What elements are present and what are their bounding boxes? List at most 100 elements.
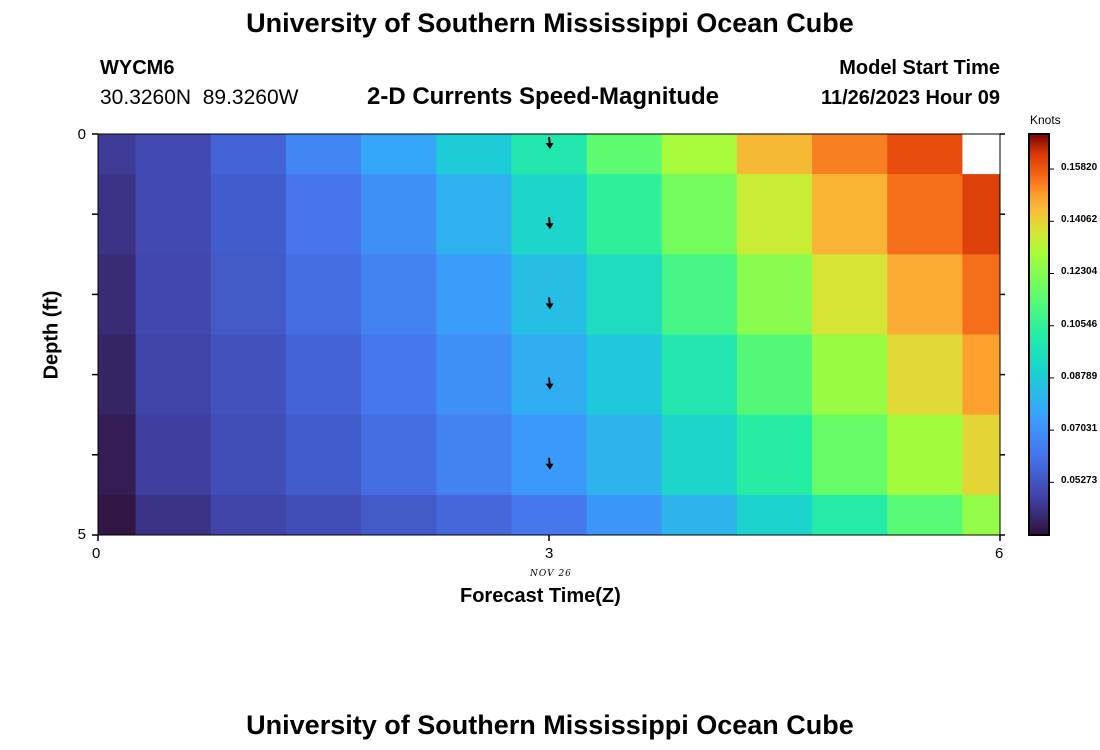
x-tick-label: 0 xyxy=(92,545,101,562)
heatmap-cell xyxy=(135,254,212,335)
heatmap-cell xyxy=(361,254,437,335)
model-start-label: Model Start Time xyxy=(839,57,1000,79)
heatmap-cell xyxy=(887,254,963,335)
heatmap-cell xyxy=(285,174,362,255)
heatmap-cell xyxy=(887,414,963,496)
page-title: University of Southern Mississippi Ocean… xyxy=(246,8,854,38)
colorbar-tick-label: 0.08789 xyxy=(1061,370,1098,382)
heatmap-cell xyxy=(511,494,588,536)
heatmap-cell xyxy=(210,494,287,536)
heatmap-cell xyxy=(285,414,362,496)
heatmap-cell xyxy=(511,334,588,416)
heatmap-cell xyxy=(361,134,437,175)
current-arrow xyxy=(545,217,554,230)
heatmap-cell xyxy=(661,134,738,175)
colorbar-ticks xyxy=(1049,168,1054,483)
axis-ticks xyxy=(92,133,1005,541)
heatmap-cell xyxy=(586,414,663,496)
heatmap-cell xyxy=(436,334,512,416)
heatmap-cell xyxy=(812,254,888,335)
heatmap-cell xyxy=(962,334,1001,416)
heatmap-cell xyxy=(436,254,512,335)
y-tick-label: 5 xyxy=(77,526,86,543)
heatmap-cell xyxy=(285,254,362,335)
colorbar-tick-label: 0.05273 xyxy=(1061,475,1098,487)
colorbar-tick-label: 0.15820 xyxy=(1061,162,1098,174)
heatmap-cell xyxy=(586,254,663,335)
heatmap-cell xyxy=(812,174,888,255)
heatmap-cell xyxy=(210,254,287,335)
heatmap-cell xyxy=(661,414,738,496)
heatmap-cell xyxy=(98,414,137,496)
heatmap-cell xyxy=(962,254,1001,335)
heatmap-cell xyxy=(812,414,888,496)
heatmap-cell xyxy=(98,174,137,255)
heatmap-cell xyxy=(736,494,813,536)
heatmap-cell xyxy=(586,334,663,416)
heatmap-cell xyxy=(210,174,287,255)
heatmap-cell xyxy=(210,134,287,175)
heatmap-cell xyxy=(361,334,437,416)
heatmap-cell xyxy=(736,134,813,175)
heatmap-cell xyxy=(586,134,663,175)
heatmap-cell xyxy=(285,334,362,416)
heatmap-cell xyxy=(135,134,212,175)
current-arrow xyxy=(545,297,554,310)
current-arrows xyxy=(545,136,554,470)
heatmap-cell xyxy=(135,494,212,536)
heatmap-cell xyxy=(436,494,512,536)
heatmap-cell xyxy=(887,174,963,255)
heatmap-cell xyxy=(661,334,738,416)
heatmap-cell xyxy=(736,334,813,416)
heatmap-cell xyxy=(135,334,212,416)
x-tick-label: 3 xyxy=(545,545,554,562)
x-date-label: NOV 26 xyxy=(530,569,572,579)
heatmap-cell xyxy=(661,174,738,255)
current-arrow xyxy=(545,457,554,470)
heatmap-cell xyxy=(962,414,1001,496)
heatmap-cell xyxy=(812,134,888,175)
colorbar-tick-label: 0.14062 xyxy=(1061,214,1098,226)
heatmap-cell xyxy=(586,494,663,536)
heatmap-cell xyxy=(210,334,287,416)
colorbar-tick-label: 0.12304 xyxy=(1061,266,1098,278)
x-tick-label: 6 xyxy=(995,545,1004,562)
heatmap-cell xyxy=(436,134,512,175)
heatmap-cell xyxy=(887,334,963,416)
heatmap-cell xyxy=(285,494,362,536)
current-arrow xyxy=(545,377,554,390)
model-start-time: 11/26/2023 Hour 09 xyxy=(820,87,1000,109)
heatmap-cell xyxy=(736,254,813,335)
heatmap-cell xyxy=(661,254,738,335)
x-axis-label: Forecast Time(Z) xyxy=(460,585,621,607)
colorbar-unit: Knots xyxy=(1030,113,1061,127)
heatmap-cells xyxy=(98,134,1001,536)
footer-title: University of Southern Mississippi Ocean… xyxy=(246,710,854,740)
heatmap-cell xyxy=(135,414,212,496)
heatmap-cell xyxy=(962,494,1001,536)
heatmap-cell xyxy=(511,174,588,255)
colorbar-tick-label: 0.10546 xyxy=(1061,318,1098,330)
current-arrow xyxy=(545,136,554,149)
heatmap-cell xyxy=(361,414,437,496)
heatmap-cell xyxy=(887,494,963,536)
heatmap-cell xyxy=(511,254,588,335)
heatmap-cell xyxy=(98,334,137,416)
station-coords: 30.3260N 89.3260W xyxy=(100,86,299,109)
heatmap-cell xyxy=(962,174,1001,255)
heatmap-cell xyxy=(436,414,512,496)
heatmap-cell xyxy=(98,254,137,335)
heatmap-cell xyxy=(210,414,287,496)
heatmap-cell xyxy=(887,134,963,175)
heatmap-cell xyxy=(812,334,888,416)
y-axis-label: Depth (ft) xyxy=(40,290,63,380)
colorbar-tick-label: 0.07031 xyxy=(1061,423,1098,435)
heatmap-cell xyxy=(361,494,437,536)
heatmap-cell xyxy=(736,174,813,255)
heatmap-cell xyxy=(511,414,588,496)
heatmap-cell xyxy=(361,174,437,255)
heatmap-cell xyxy=(436,174,512,255)
colorbar xyxy=(1028,133,1050,536)
heatmap-cell xyxy=(98,494,137,536)
